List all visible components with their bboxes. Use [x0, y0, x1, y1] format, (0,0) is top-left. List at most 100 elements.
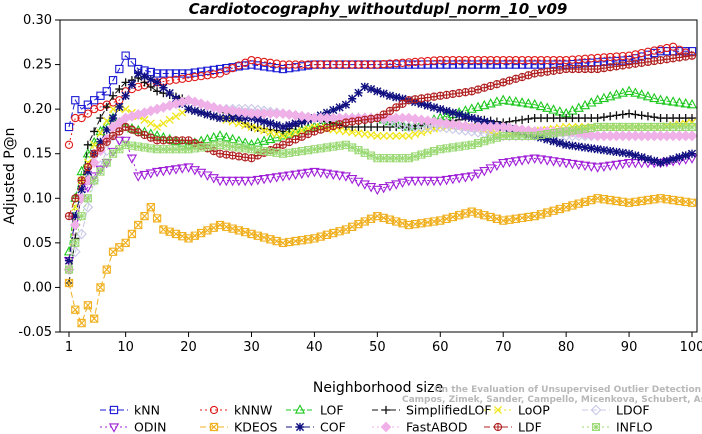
- data-point-cof: [329, 105, 338, 115]
- data-point-odin: [321, 169, 333, 180]
- data-point-knnw: [165, 76, 174, 85]
- data-point-odin: [428, 176, 440, 187]
- data-point-odin: [472, 169, 484, 180]
- data-point-odin: [573, 160, 584, 171]
- data-point-cof: [631, 151, 640, 160]
- data-point-inflo: [335, 141, 344, 150]
- data-point-odin: [611, 160, 622, 171]
- data-point-odin: [372, 185, 383, 196]
- data-point-simplifiedlof: [83, 140, 92, 149]
- data-point-odin: [114, 136, 125, 147]
- data-point-lof: [611, 89, 622, 99]
- data-point-knn: [499, 60, 508, 69]
- data-point-odin: [133, 172, 144, 182]
- data-point-ldf: [83, 162, 93, 172]
- data-point-knnw: [404, 58, 413, 67]
- data-point-odin: [208, 174, 219, 184]
- data-point-inflo: [486, 135, 495, 144]
- data-point-odin: [252, 175, 263, 186]
- data-point-knn: [505, 60, 514, 69]
- data-point-inflo: [455, 142, 464, 151]
- data-point-cof: [71, 212, 80, 221]
- data-point-lof: [598, 92, 610, 103]
- series-ldf: [64, 51, 697, 221]
- data-point-knnw: [366, 60, 376, 69]
- data-point-odin: [554, 158, 565, 168]
- data-point-cof: [253, 115, 262, 124]
- data-point-lof: [479, 99, 490, 110]
- data-point-odin: [498, 158, 509, 169]
- data-point-odin: [328, 170, 339, 180]
- data-point-inflo: [467, 140, 476, 149]
- data-point-knnw: [480, 55, 489, 65]
- data-point-knnw: [499, 55, 508, 65]
- data-point-kdeos: [152, 214, 162, 223]
- data-point-knnw: [555, 55, 564, 65]
- data-point-odin: [284, 171, 295, 181]
- data-point-odin: [523, 155, 534, 165]
- data-point-knnw: [511, 55, 520, 65]
- data-point-fastabod: [214, 103, 226, 115]
- data-point-knnw: [285, 60, 294, 69]
- data-point-knn: [115, 64, 124, 74]
- data-point-inflo: [184, 145, 193, 154]
- data-point-knnw: [348, 60, 357, 69]
- data-point-odin: [548, 157, 559, 167]
- legend-label-ldf: LDF: [518, 420, 542, 434]
- x-tick-label: 40: [306, 340, 323, 355]
- data-point-knnw: [593, 53, 602, 63]
- data-point-knn: [467, 60, 476, 69]
- data-point-cof: [341, 100, 350, 109]
- data-point-odin: [409, 176, 421, 187]
- data-point-kdeos: [71, 305, 80, 314]
- data-point-ldf: [379, 110, 388, 119]
- data-point-cof: [278, 122, 288, 132]
- data-point-simplifiedlof: [524, 114, 533, 124]
- data-point-lof: [510, 96, 521, 106]
- data-point-knnw: [322, 60, 332, 69]
- legend-item-knnw: kNNW: [200, 403, 272, 418]
- legend-marker-knn: [109, 405, 119, 415]
- x-tick-label: 100: [680, 340, 702, 355]
- data-point-lof: [649, 92, 660, 103]
- data-point-odin: [177, 164, 188, 174]
- data-point-lof: [76, 165, 87, 176]
- data-point-simplifiedlof: [90, 127, 99, 136]
- data-point-knn: [71, 96, 80, 105]
- data-point-odin: [454, 174, 465, 184]
- data-point-lof: [623, 85, 635, 95]
- data-point-kdeos: [140, 211, 149, 221]
- data-point-knn: [152, 69, 162, 78]
- data-point-knn: [121, 51, 130, 60]
- data-point-fastabod: [453, 119, 465, 131]
- data-point-lof: [686, 98, 697, 109]
- data-point-inflo: [562, 127, 571, 136]
- data-point-knnw: [568, 55, 577, 64]
- data-point-odin: [359, 180, 370, 190]
- data-point-lof: [491, 96, 503, 106]
- data-point-knn: [190, 68, 200, 77]
- data-point-loop: [146, 119, 155, 128]
- data-point-cof: [423, 101, 432, 110]
- data-point-fastabod: [302, 111, 314, 123]
- data-point-cof: [366, 84, 376, 94]
- data-point-inflo: [115, 145, 124, 154]
- data-point-cof: [436, 105, 445, 114]
- data-point-knnw: [650, 46, 659, 55]
- data-point-ldf: [115, 127, 124, 136]
- data-point-knnw: [574, 55, 583, 64]
- data-point-inflo: [429, 146, 439, 156]
- data-point-odin: [579, 161, 591, 172]
- data-point-fastabod: [227, 105, 238, 117]
- data-point-knnw: [341, 60, 351, 69]
- legend-label-knnw: kNNW: [234, 403, 272, 418]
- data-point-knnw: [354, 60, 363, 69]
- x-tick-label: 20: [180, 340, 197, 355]
- data-point-knn: [461, 60, 470, 69]
- data-point-cof: [360, 82, 369, 91]
- data-point-inflo: [587, 123, 596, 132]
- data-point-knnw: [209, 70, 218, 79]
- data-point-cof: [127, 80, 137, 89]
- data-point-cof: [417, 99, 426, 108]
- data-point-kdeos: [146, 203, 155, 212]
